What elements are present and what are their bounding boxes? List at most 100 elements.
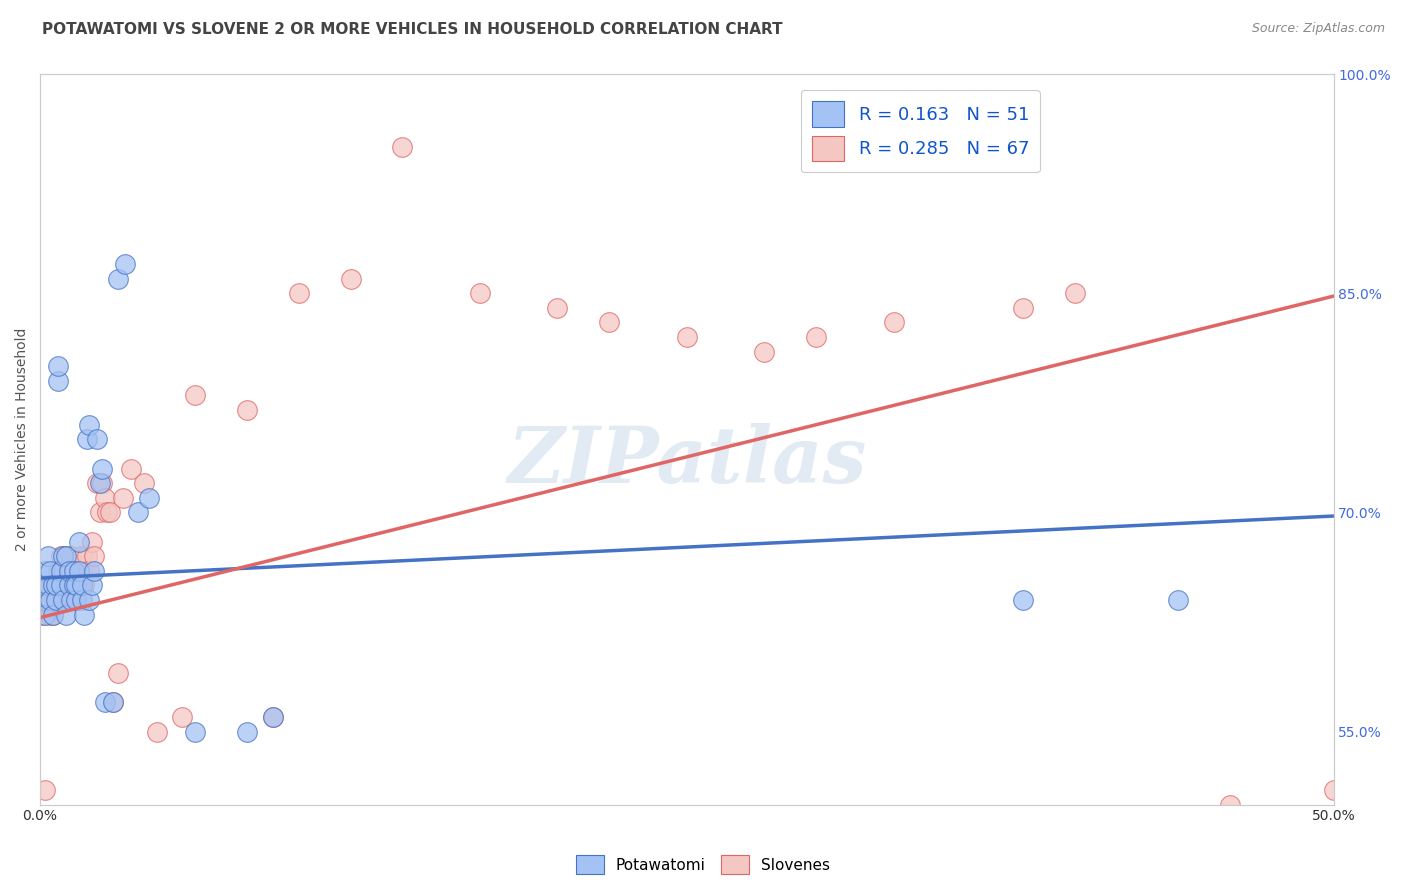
Point xyxy=(37,578,59,592)
Point xyxy=(132,476,155,491)
Point xyxy=(37,578,59,592)
Point xyxy=(1012,301,1035,315)
Text: Source: ZipAtlas.com: Source: ZipAtlas.com xyxy=(1251,22,1385,36)
Point xyxy=(91,476,114,491)
Point xyxy=(39,564,62,578)
Point xyxy=(42,607,65,622)
Point xyxy=(39,593,62,607)
Point xyxy=(339,271,361,285)
Legend: R = 0.163   N = 51, R = 0.285   N = 67: R = 0.163 N = 51, R = 0.285 N = 67 xyxy=(801,90,1040,172)
Y-axis label: 2 or more Vehicles in Household: 2 or more Vehicles in Household xyxy=(15,327,30,551)
Point xyxy=(172,710,194,724)
Point xyxy=(45,593,67,607)
Legend: Potawatomi, Slovenes: Potawatomi, Slovenes xyxy=(569,849,837,880)
Point xyxy=(55,549,77,564)
Point xyxy=(70,549,93,564)
Point xyxy=(1219,797,1241,812)
Point xyxy=(58,578,80,592)
Point xyxy=(37,593,59,607)
Point xyxy=(46,359,69,374)
Point xyxy=(65,578,87,592)
Point xyxy=(46,578,69,592)
Point xyxy=(34,578,56,592)
Point xyxy=(675,330,697,344)
Point xyxy=(236,403,259,417)
Point xyxy=(67,564,90,578)
Point xyxy=(288,286,311,301)
Point xyxy=(89,505,111,519)
Point xyxy=(804,330,827,344)
Point xyxy=(70,593,93,607)
Point xyxy=(45,593,67,607)
Point xyxy=(70,564,93,578)
Point xyxy=(77,417,100,432)
Point xyxy=(83,564,105,578)
Point xyxy=(45,578,67,592)
Point xyxy=(42,607,65,622)
Point xyxy=(46,374,69,388)
Point xyxy=(65,578,87,592)
Point xyxy=(86,433,108,447)
Point xyxy=(49,549,72,564)
Point xyxy=(114,257,136,271)
Point xyxy=(76,433,98,447)
Point xyxy=(52,549,75,564)
Point xyxy=(1322,783,1344,797)
Point xyxy=(37,549,59,564)
Point xyxy=(754,344,776,359)
Point xyxy=(55,578,77,592)
Point xyxy=(76,549,98,564)
Point xyxy=(39,607,62,622)
Point xyxy=(62,564,84,578)
Point xyxy=(184,724,207,739)
Point xyxy=(236,724,259,739)
Point xyxy=(58,593,80,607)
Point xyxy=(58,564,80,578)
Point xyxy=(67,564,90,578)
Point xyxy=(55,607,77,622)
Point xyxy=(60,564,83,578)
Point xyxy=(73,578,96,592)
Point xyxy=(60,593,83,607)
Point xyxy=(262,710,284,724)
Point xyxy=(883,315,905,329)
Point xyxy=(89,476,111,491)
Point xyxy=(46,564,69,578)
Point xyxy=(60,549,83,564)
Point xyxy=(1167,593,1189,607)
Point xyxy=(52,564,75,578)
Point xyxy=(468,286,491,301)
Point xyxy=(31,607,53,622)
Point xyxy=(65,593,87,607)
Point xyxy=(77,564,100,578)
Point xyxy=(101,695,124,709)
Point xyxy=(145,724,167,739)
Point xyxy=(598,315,620,329)
Point xyxy=(49,578,72,592)
Point xyxy=(1063,286,1085,301)
Point xyxy=(262,710,284,724)
Point xyxy=(1012,593,1035,607)
Point xyxy=(42,578,65,592)
Point xyxy=(34,564,56,578)
Point xyxy=(52,593,75,607)
Point xyxy=(49,564,72,578)
Point xyxy=(58,564,80,578)
Point xyxy=(73,607,96,622)
Point xyxy=(111,491,134,505)
Point xyxy=(80,578,103,592)
Point xyxy=(120,461,142,475)
Point xyxy=(184,388,207,402)
Point xyxy=(55,549,77,564)
Point xyxy=(31,578,53,592)
Point xyxy=(34,607,56,622)
Point xyxy=(80,534,103,549)
Point xyxy=(127,505,149,519)
Point xyxy=(62,578,84,592)
Point xyxy=(42,578,65,592)
Point xyxy=(101,695,124,709)
Point xyxy=(91,461,114,475)
Point xyxy=(65,593,87,607)
Point xyxy=(49,564,72,578)
Point xyxy=(77,593,100,607)
